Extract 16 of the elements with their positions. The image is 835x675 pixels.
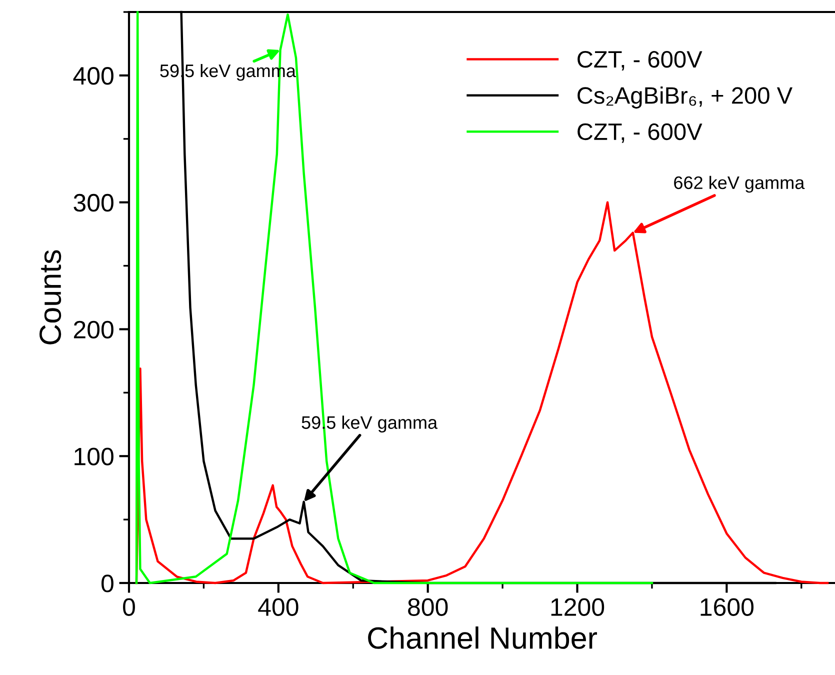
legend-label: CZT, - 600V (578, 51, 702, 71)
x-tick-label: 0 (123, 598, 135, 616)
y-axis-title: Counts (39, 250, 62, 344)
y-tick-label: 100 (74, 448, 114, 466)
legend-label: Cs₂AgBiBr₆, + 200 V (578, 86, 792, 109)
x-axis-title: Channel Number (368, 626, 597, 649)
y-tick-label: 400 (73, 67, 114, 85)
annotation: 662 keV gamma (674, 176, 805, 193)
x-tick-label: 400 (258, 598, 298, 616)
y-tick-label: 200 (74, 320, 114, 339)
x-tick-label: 1200 (551, 598, 604, 616)
y-tick-label: 0 (101, 574, 114, 592)
legend-label: CZT, - 600V (578, 123, 702, 143)
x-tick-label: 1600 (700, 598, 754, 616)
y-tick-label: 300 (74, 194, 114, 212)
x-tick-label: 800 (408, 598, 448, 616)
